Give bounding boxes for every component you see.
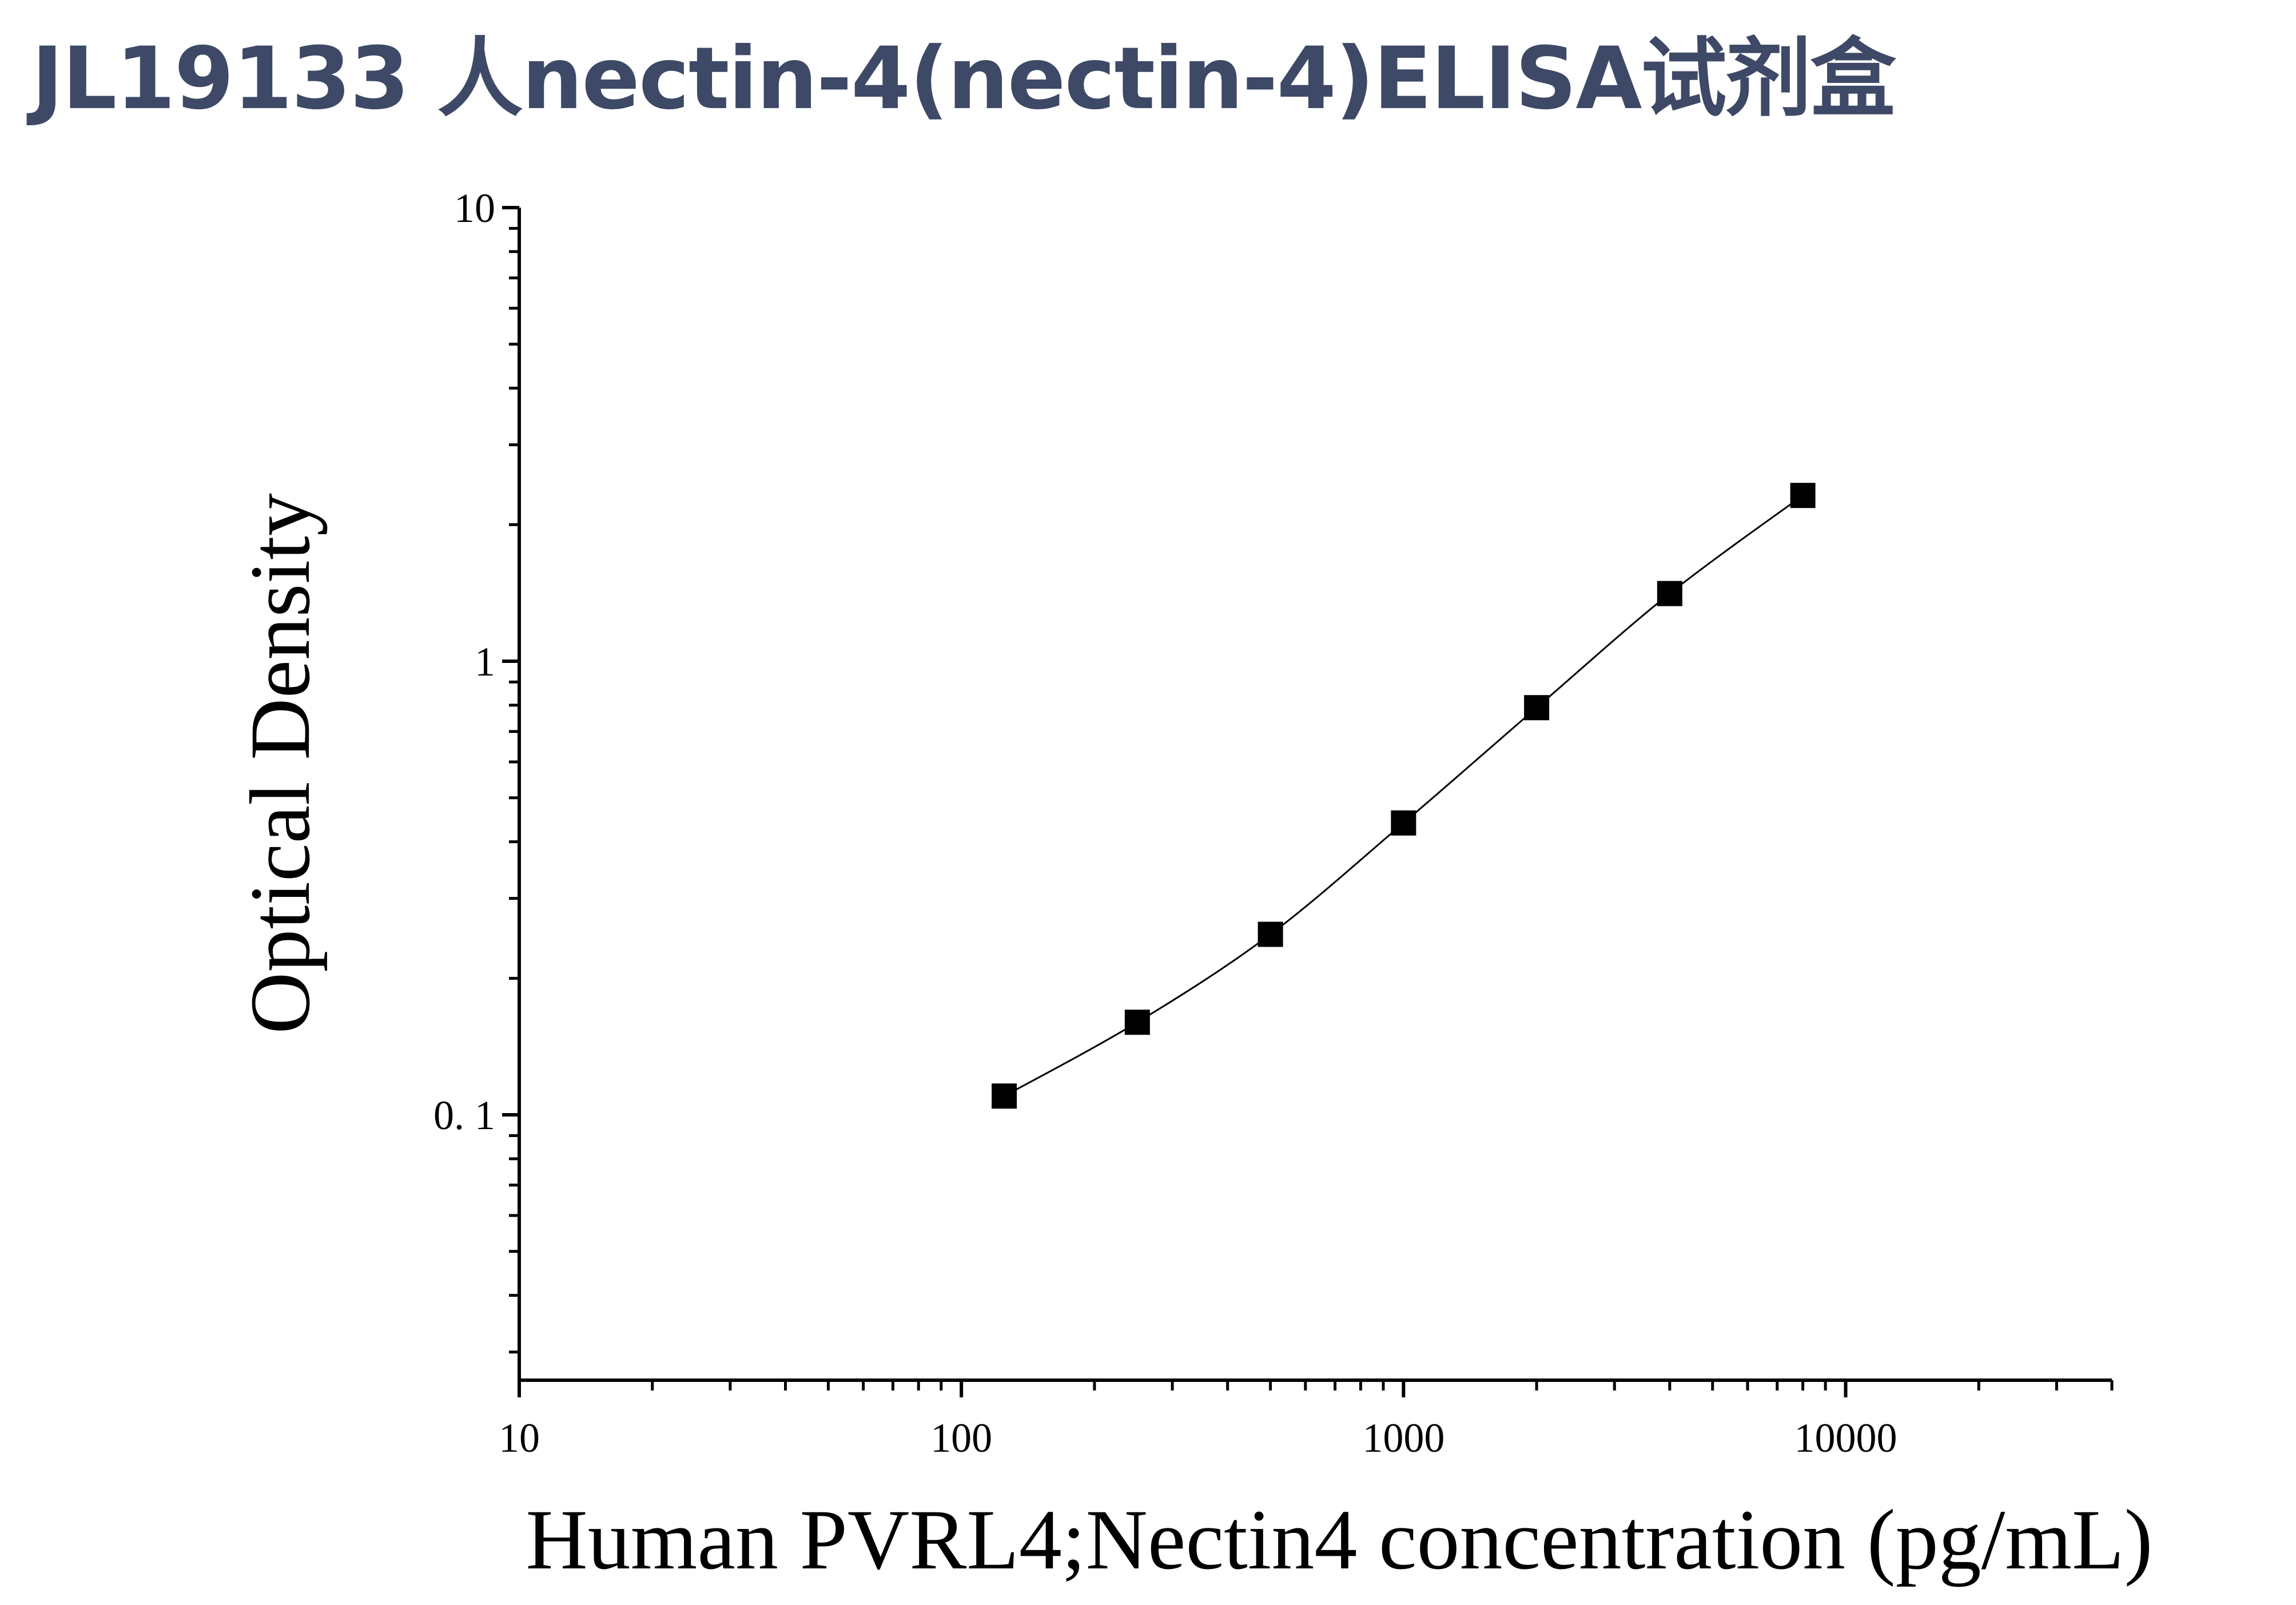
x-tick-label: 1000 xyxy=(1362,1415,1445,1461)
tick-labels: 0. 1 1 10 10 100 1000 10000 xyxy=(433,185,1897,1461)
data-point-marker xyxy=(1391,810,1416,836)
data-points xyxy=(992,483,1816,1109)
data-point-marker xyxy=(1524,695,1550,721)
x-tick-label: 10000 xyxy=(1794,1415,1897,1461)
data-point-marker xyxy=(1124,1010,1150,1035)
axes xyxy=(518,208,2112,1382)
x-tick-label: 10 xyxy=(499,1415,540,1461)
data-point-marker xyxy=(1790,483,1816,508)
y-tick-label: 0. 1 xyxy=(433,1092,495,1138)
x-axis-title: Human PVRL4;Nectin4 concentration (pg/mL… xyxy=(526,1492,2152,1587)
data-point-marker xyxy=(1258,921,1283,947)
tick-marks xyxy=(502,206,2114,1397)
page-title: JL19133 人nectin-4(nectin-4)ELISA试剂盒 xyxy=(31,29,1896,129)
data-point-marker xyxy=(1657,581,1682,606)
data-point-marker xyxy=(992,1083,1017,1109)
x-tick-label: 100 xyxy=(930,1415,992,1461)
y-tick-label: 1 xyxy=(475,639,495,685)
fitted-curve xyxy=(1004,494,1804,1097)
y-axis-title: Optical Density xyxy=(233,493,328,1034)
fitted-curve-line xyxy=(1004,494,1804,1097)
y-tick-label: 10 xyxy=(454,185,495,231)
